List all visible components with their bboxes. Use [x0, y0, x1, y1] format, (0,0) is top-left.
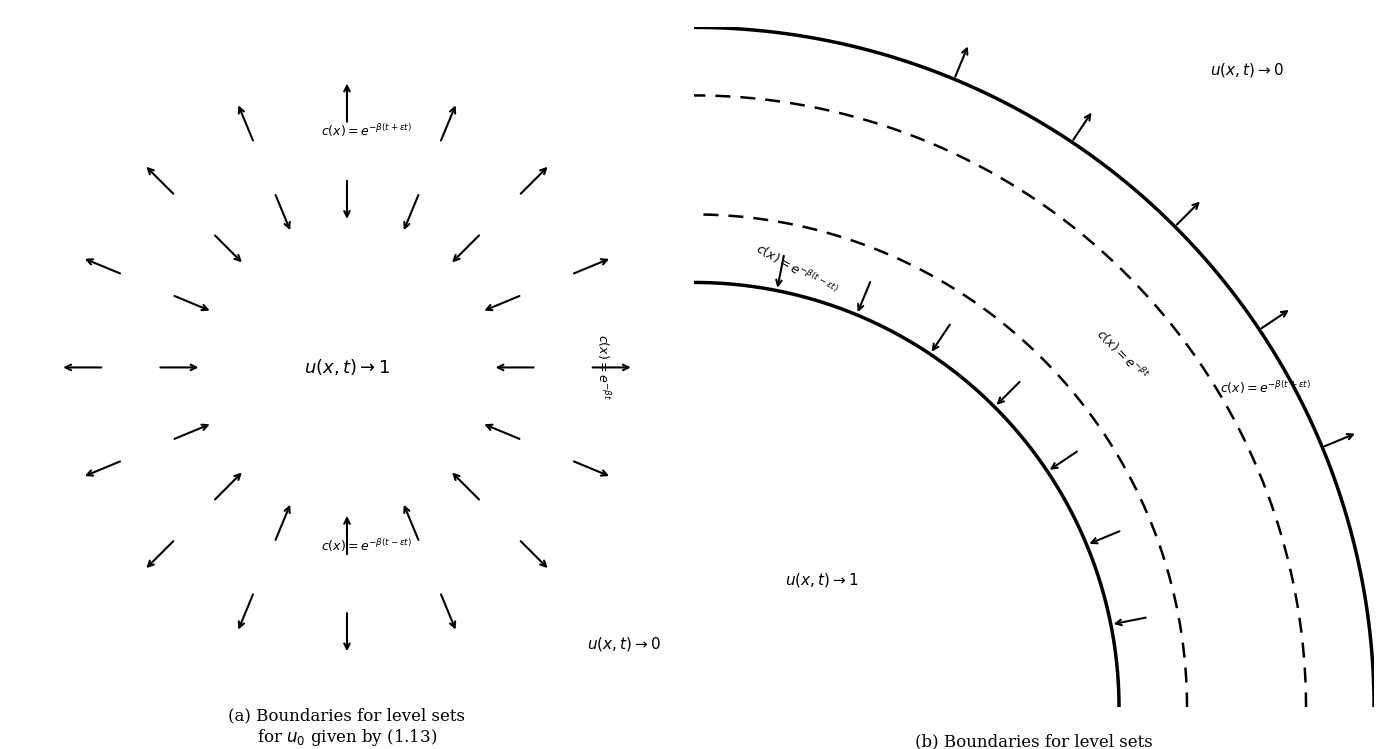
Text: (b) Boundaries for level sets
for $u_0$ given by (1.14): (b) Boundaries for level sets for $u_0$ …: [916, 733, 1153, 749]
Polygon shape: [695, 282, 1119, 708]
PathPatch shape: [104, 124, 590, 610]
Polygon shape: [695, 28, 1374, 708]
Text: $c(x) = e^{-\beta(t+\varepsilon t)}$: $c(x) = e^{-\beta(t+\varepsilon t)}$: [1219, 379, 1311, 395]
Circle shape: [202, 222, 493, 513]
Text: $u(x,t) \to 1$: $u(x,t) \to 1$: [304, 357, 389, 377]
Text: $u(x,t) \to 1$: $u(x,t) \to 1$: [784, 571, 858, 589]
Text: $u(x,t) \to 0$: $u(x,t) \to 0$: [1210, 61, 1283, 79]
Text: $c(x) = e^{-\beta(t-\varepsilon t)}$: $c(x) = e^{-\beta(t-\varepsilon t)}$: [320, 538, 412, 554]
Text: $c(x) = e^{-\beta t}$: $c(x) = e^{-\beta t}$: [595, 334, 612, 401]
Circle shape: [202, 222, 493, 513]
Polygon shape: [695, 282, 1119, 708]
Text: (a) Boundaries for level sets
for $u_0$ given by (1.13): (a) Boundaries for level sets for $u_0$ …: [228, 708, 465, 748]
Text: $c(x) = e^{-\beta(t-\varepsilon t)}$: $c(x) = e^{-\beta(t-\varepsilon t)}$: [753, 239, 840, 299]
Circle shape: [7, 28, 686, 708]
Polygon shape: [695, 28, 1374, 708]
PathPatch shape: [7, 28, 686, 708]
Circle shape: [104, 124, 590, 610]
Polygon shape: [7, 28, 686, 708]
Text: $c(x) = e^{-\beta(t+\varepsilon t)}$: $c(x) = e^{-\beta(t+\varepsilon t)}$: [320, 122, 412, 139]
Text: $c(x) = e^{-\beta t}$: $c(x) = e^{-\beta t}$: [1094, 325, 1152, 384]
Text: $u(x,t) \to 0$: $u(x,t) \to 0$: [587, 635, 660, 653]
